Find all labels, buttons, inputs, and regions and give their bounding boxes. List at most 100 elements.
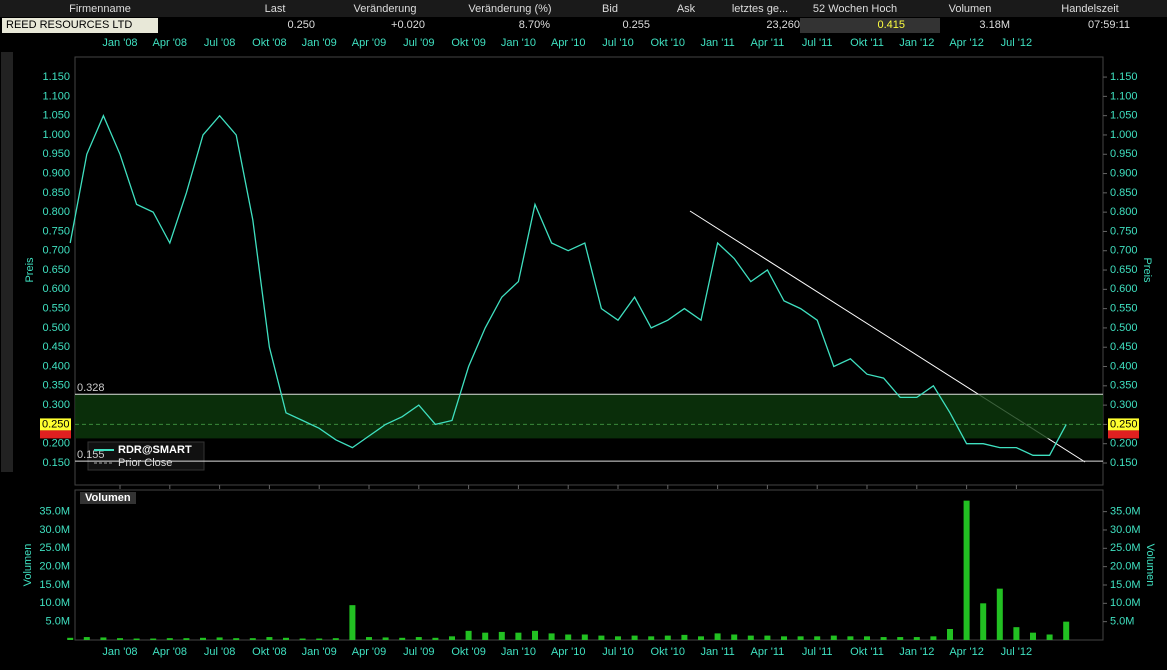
y-axis-label: Volumen [22,544,34,587]
volume-bar [731,634,738,640]
y-tick-label: 0.700 [42,245,70,257]
volume-bar [366,637,372,640]
volume-title-box [80,492,136,504]
last-label: 0.250 [1110,418,1138,430]
volume-bar [963,500,970,640]
x-tick-label: Jan '09 [302,646,337,658]
volume-bar [399,637,406,640]
y-tick-label: 0.650 [1110,264,1138,276]
volume-bar [615,636,621,640]
y-tick-label: 35.0M [1110,506,1141,518]
y-tick-label: 0.300 [1110,399,1138,411]
y-tick-label: 0.350 [42,380,70,392]
level-label: 0.328 [77,382,105,394]
y-axis-label: Preis [24,257,36,283]
x-tick-label: Jan '08 [102,646,137,658]
y-tick-label: 0.700 [1110,245,1138,257]
volume-bar [166,638,173,640]
prior-box [1108,430,1139,439]
x-tick-label: Jan '08 [102,37,137,49]
support-band [75,394,1103,439]
column-label: letztes ge... [732,3,788,15]
x-tick-label: Jul '09 [403,646,434,658]
y-tick-label: 0.600 [1110,283,1138,295]
x-tick-label: Okt '08 [252,37,287,49]
y-tick-label: 1.000 [42,129,70,141]
legend-box [87,441,205,471]
cell-value: 3.18M [979,19,1010,31]
cell-value: 23,260 [766,19,800,31]
cell-value: +0.020 [391,19,425,31]
y-tick-label: 5.0M [46,616,70,628]
volume-bar [830,635,837,640]
legend-entry: Prior Close [118,457,172,469]
cell-value: REED RESOURCES LTD [6,19,132,31]
y-tick-label: 1.100 [1110,90,1138,102]
y-tick-label: 0.900 [42,167,70,179]
volume-bar [332,638,339,640]
y-tick-label: 25.0M [1110,542,1141,554]
volume-bar [349,605,356,640]
y-tick-label: 30.0M [1110,524,1141,536]
last-label: 0.250 [42,418,70,430]
y-tick-label: 0.500 [42,322,70,334]
volume-bar [299,638,306,640]
volume-bar [415,637,422,640]
volume-bar [83,637,90,640]
y-tick-label: 20.0M [39,561,70,573]
y-tick-label: 0.750 [42,225,70,237]
x-tick-label: Jul '11 [802,646,833,658]
y-tick-label: 1.050 [1110,110,1138,122]
scrollbar[interactable] [1,52,13,472]
y-tick-label: 0.650 [42,264,70,276]
y-tick-label: 1.150 [42,71,70,83]
volume-bar [581,634,588,640]
column-label: Ask [677,3,696,15]
y-tick-label: 0.750 [1110,225,1138,237]
y-tick-label: 0.950 [1110,148,1138,160]
y-tick-label: 30.0M [39,524,70,536]
y-tick-label: 0.850 [42,187,70,199]
y-tick-label: 0.550 [42,303,70,315]
x-tick-label: Okt '10 [651,37,686,49]
y-tick-label: 0.950 [42,148,70,160]
volume-bar [664,635,671,640]
header-bar [0,0,1167,17]
x-tick-label: Jul '10 [602,37,633,49]
x-tick-label: Okt '09 [451,646,486,658]
x-tick-label: Jul '09 [403,37,434,49]
x-tick-label: Apr '11 [751,646,785,658]
volume-panel [74,489,1104,641]
last-box [1108,418,1139,431]
volume-bar [482,632,489,640]
x-tick-label: Jan '12 [899,37,934,49]
volume-bar [847,636,854,640]
volume-bar [747,635,754,640]
volume-bar [781,636,787,640]
volume-bar [67,637,74,640]
y-tick-label: 15.0M [39,579,70,591]
y-tick-label: 0.400 [42,360,70,372]
volume-bar [681,634,688,640]
y-tick-label: 0.600 [42,283,70,295]
volume-bar [714,633,721,640]
y-tick-label: 0.150 [42,457,70,469]
volume-bar [947,628,953,640]
volume-bar [498,631,505,640]
volume-bar [100,637,107,640]
volume-bar [698,636,704,640]
x-tick-label: Jul '08 [204,37,235,49]
last-box [40,418,71,431]
y-tick-label: 0.400 [1110,360,1138,372]
x-tick-label: Jul '11 [802,37,833,49]
cell-value: 0.250 [287,19,315,31]
volume-bar [996,588,1003,640]
x-tick-label: Okt '09 [451,37,486,49]
volume-bar [532,630,538,640]
column-label: Bid [602,3,618,15]
volume-bar [316,638,323,640]
x-tick-label: Okt '08 [252,646,287,658]
volume-bar [1046,634,1053,640]
volume-bar [930,636,937,640]
